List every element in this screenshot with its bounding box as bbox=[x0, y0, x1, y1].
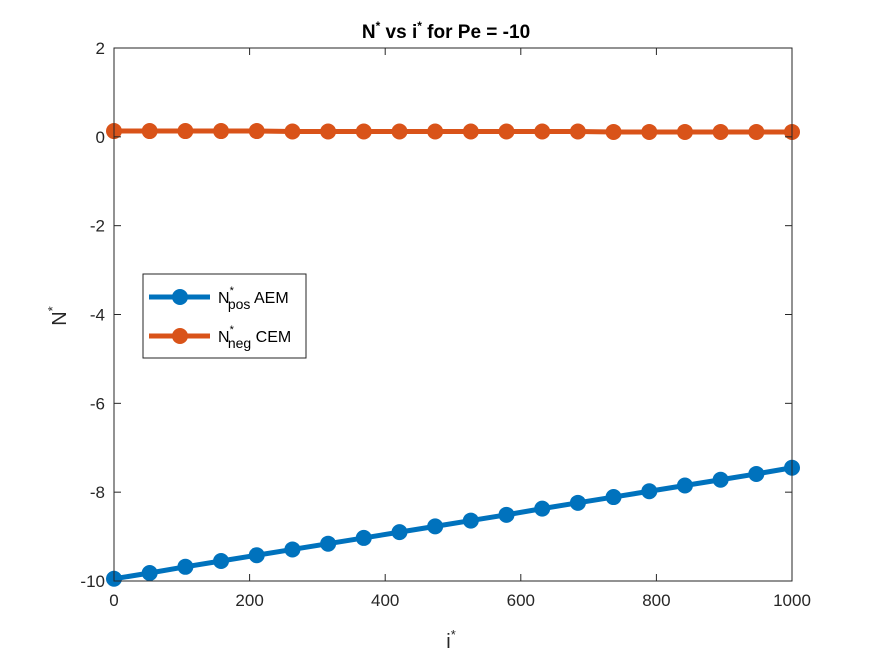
y-tick-label: -10 bbox=[80, 572, 105, 591]
data-point-neg-cem bbox=[177, 123, 194, 140]
y-tick-label: -6 bbox=[90, 394, 105, 413]
data-point-pos-aem bbox=[712, 471, 729, 488]
data-point-pos-aem bbox=[427, 518, 444, 535]
legend-label-neg: N* neg CEM bbox=[218, 324, 291, 351]
data-point-pos-aem bbox=[320, 535, 337, 552]
chart-title: N* vs i* for Pe = -10 bbox=[362, 19, 530, 43]
x-tick-label: 1000 bbox=[773, 591, 811, 610]
y-tick-label: -4 bbox=[90, 306, 105, 325]
legend-label-pos: N* pos AEM bbox=[218, 285, 289, 312]
y-axis-label: N* bbox=[45, 306, 71, 326]
data-point-neg-cem bbox=[462, 123, 479, 140]
y-tick-label: -2 bbox=[90, 217, 105, 236]
y-tick-label: 2 bbox=[96, 39, 105, 58]
y-tick-label: -8 bbox=[90, 483, 105, 502]
data-point-pos-aem bbox=[248, 547, 265, 564]
y-tick-label: 0 bbox=[96, 128, 105, 147]
data-point-pos-aem bbox=[141, 565, 158, 582]
x-tick-label: 200 bbox=[235, 591, 263, 610]
data-point-neg-cem bbox=[534, 123, 551, 140]
x-tick-label: 400 bbox=[371, 591, 399, 610]
data-point-pos-aem bbox=[534, 500, 551, 517]
legend: N* pos AEM N* neg CEM bbox=[142, 273, 307, 359]
data-point-pos-aem bbox=[355, 529, 372, 546]
data-point-pos-aem bbox=[748, 465, 765, 482]
data-point-pos-aem bbox=[569, 494, 586, 511]
data-point-neg-cem bbox=[391, 123, 408, 140]
data-point-neg-cem bbox=[355, 123, 372, 140]
legend-swatch-neg-marker bbox=[172, 328, 188, 344]
data-point-neg-cem bbox=[748, 123, 765, 140]
data-point-neg-cem bbox=[141, 123, 158, 140]
data-point-neg-cem bbox=[213, 123, 230, 140]
data-point-neg-cem bbox=[605, 123, 622, 140]
data-point-pos-aem bbox=[213, 553, 230, 570]
x-tick-label: 600 bbox=[507, 591, 535, 610]
data-point-neg-cem bbox=[284, 123, 301, 140]
legend-swatch-pos-marker bbox=[172, 289, 188, 305]
data-point-pos-aem bbox=[641, 483, 658, 500]
ticks-layer: 0 200 400 600 800 1000 -10 -8 -6 -4 -2 0 2 bbox=[80, 39, 810, 610]
data-point-pos-aem bbox=[177, 558, 194, 575]
x-tick-label: 0 bbox=[109, 591, 118, 610]
x-tick-label: 800 bbox=[642, 591, 670, 610]
x-axis-label: i* bbox=[446, 627, 456, 653]
data-point-neg-cem bbox=[569, 123, 586, 140]
data-point-neg-cem bbox=[498, 123, 515, 140]
data-point-neg-cem bbox=[427, 123, 444, 140]
data-point-pos-aem bbox=[676, 477, 693, 494]
legend-box bbox=[142, 273, 307, 359]
data-point-neg-cem bbox=[712, 123, 729, 140]
data-point-pos-aem bbox=[498, 506, 515, 523]
data-point-neg-cem bbox=[320, 123, 337, 140]
data-point-neg-cem bbox=[641, 123, 658, 140]
data-point-pos-aem bbox=[391, 524, 408, 541]
data-point-neg-cem bbox=[676, 123, 693, 140]
data-point-pos-aem bbox=[605, 489, 622, 506]
data-point-pos-aem bbox=[462, 512, 479, 529]
data-point-neg-cem bbox=[248, 123, 265, 140]
data-point-pos-aem bbox=[284, 541, 301, 558]
